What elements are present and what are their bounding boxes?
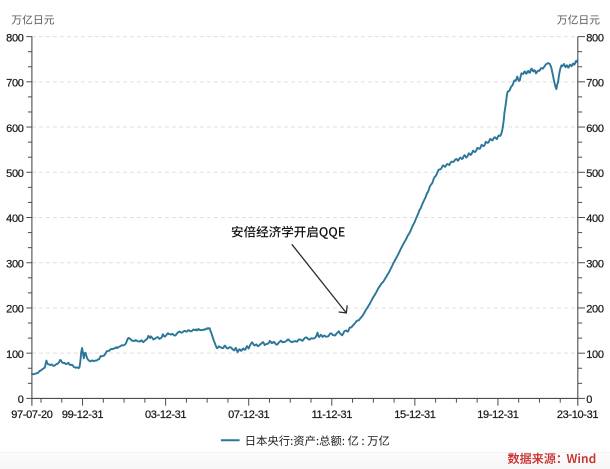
svg-text:700: 700 (586, 78, 604, 90)
svg-text:800: 800 (6, 32, 24, 44)
svg-text:300: 300 (6, 258, 24, 270)
svg-text:600: 600 (6, 123, 24, 135)
svg-text:200: 200 (586, 304, 604, 316)
svg-text:300: 300 (586, 258, 604, 270)
svg-text:19-12-31: 19-12-31 (477, 409, 518, 421)
svg-text:07-12-31: 07-12-31 (228, 409, 269, 421)
svg-text:100: 100 (586, 349, 604, 361)
svg-text:15-12-31: 15-12-31 (394, 409, 435, 421)
svg-text:97-07-20: 97-07-20 (11, 409, 52, 421)
svg-text:200: 200 (6, 304, 24, 316)
svg-text:0: 0 (18, 394, 24, 406)
svg-text:400: 400 (6, 213, 24, 225)
svg-text:500: 500 (586, 168, 604, 180)
svg-text:500: 500 (6, 168, 24, 180)
svg-text:11-12-31: 11-12-31 (312, 409, 353, 421)
svg-text:400: 400 (586, 213, 604, 225)
svg-text:600: 600 (586, 123, 604, 135)
svg-text:03-12-31: 03-12-31 (145, 409, 186, 421)
svg-text:0: 0 (586, 394, 592, 406)
svg-text:99-12-31: 99-12-31 (62, 409, 103, 421)
svg-text:100: 100 (6, 349, 24, 361)
svg-text:23-10-31: 23-10-31 (557, 409, 598, 421)
svg-text:800: 800 (586, 32, 604, 44)
svg-text:700: 700 (6, 78, 24, 90)
